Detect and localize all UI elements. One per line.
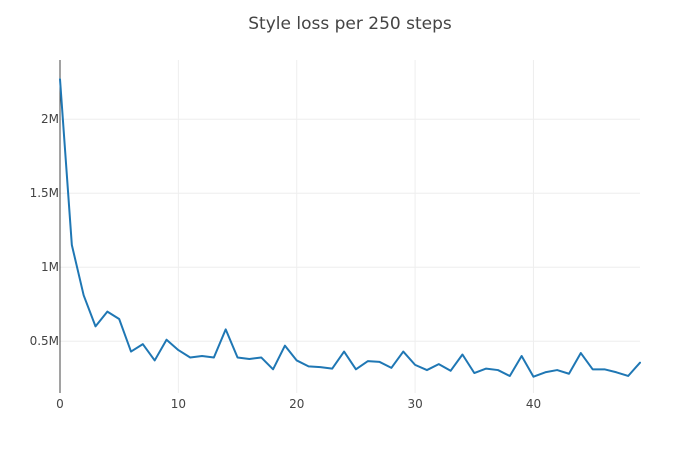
x-tick-label: 30 — [407, 397, 422, 411]
series-layer — [59, 78, 641, 378]
y-tick-label: 0.5M — [30, 334, 59, 348]
x-tick-label: 0 — [56, 397, 64, 411]
chart-title: Style loss per 250 steps — [248, 14, 452, 34]
x-tick-label: 40 — [526, 397, 541, 411]
x-tick-label: 10 — [171, 397, 186, 411]
y-tick-label: 2M — [41, 112, 59, 126]
x-tick-label: 20 — [289, 397, 304, 411]
y-tick-label: 1.5M — [30, 186, 59, 200]
y-tick-label: 1M — [41, 260, 59, 274]
grid — [60, 60, 640, 393]
tick-labels: 0 10 20 30 40 0.5M 1M 1.5M 2M — [30, 112, 542, 411]
series-line — [59, 78, 641, 378]
